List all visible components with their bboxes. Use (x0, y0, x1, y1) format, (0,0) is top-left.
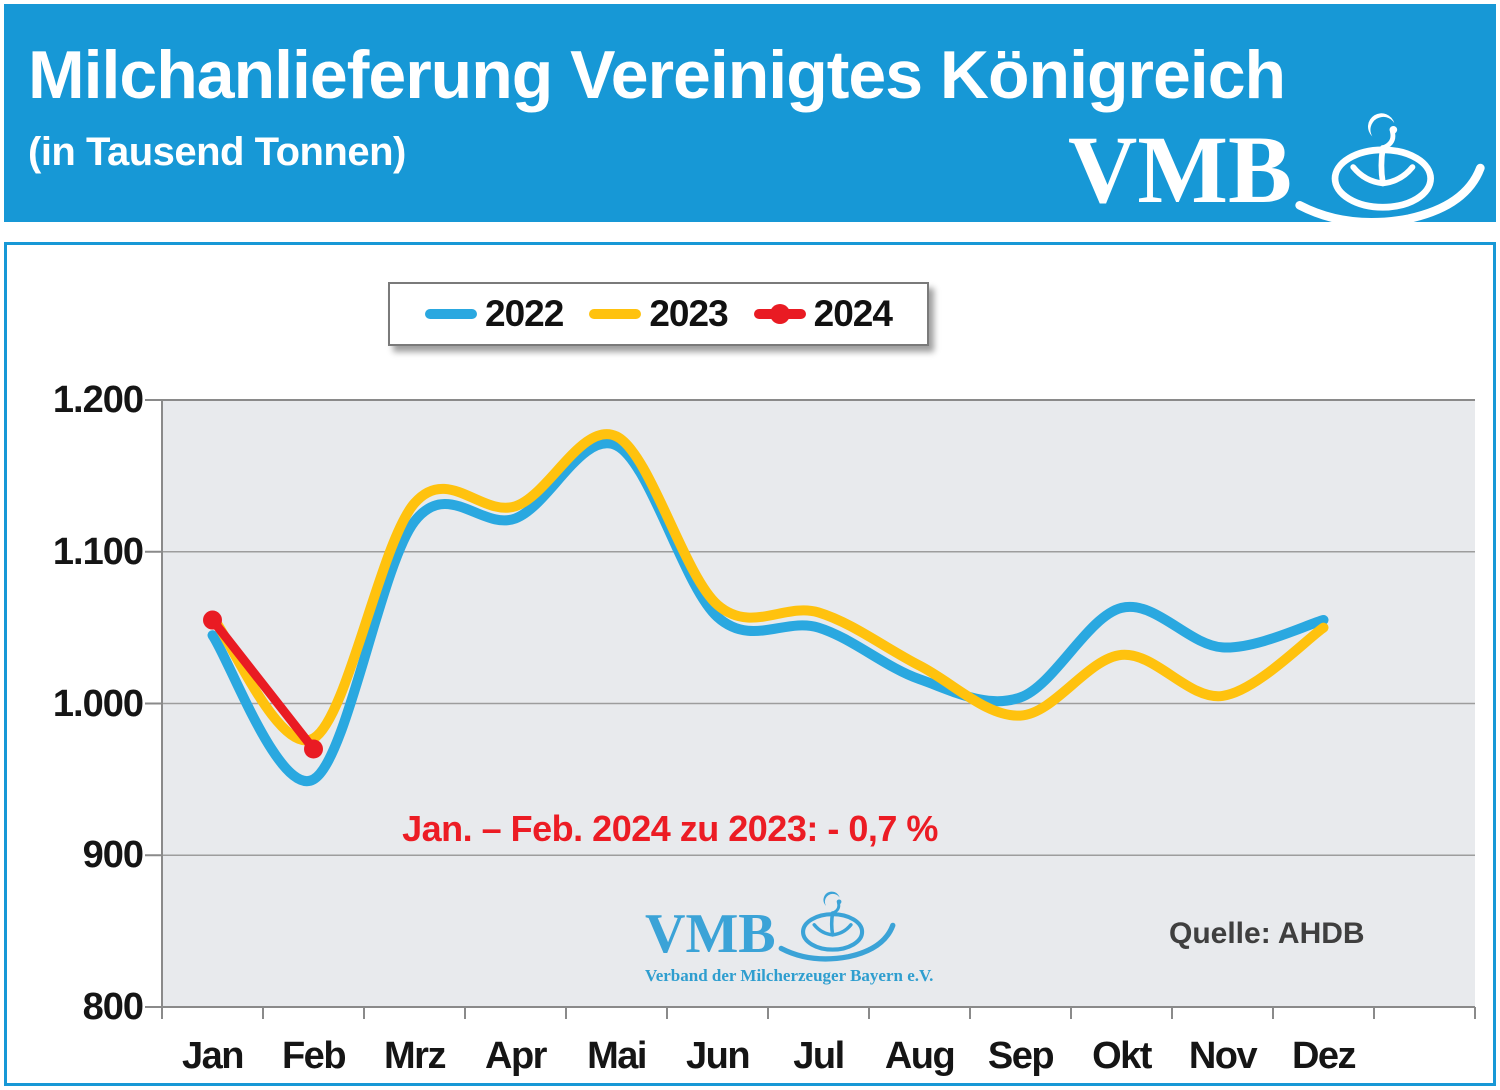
header: Milchanlieferung Vereinigtes Königreich … (4, 4, 1496, 222)
legend-label: 2022 (485, 293, 564, 334)
page-subtitle: (in Tausend Tonnen) (28, 130, 406, 174)
y-tick-label: 900 (82, 834, 144, 877)
vmb-logo-text: VMB (1068, 116, 1292, 222)
legend-item-2023: 2023 (589, 293, 729, 335)
vmb-swirl-icon (776, 890, 898, 962)
legend-swatch-icon (589, 304, 642, 324)
y-tick-label: 800 (82, 986, 144, 1028)
x-tick-label: Jun (685, 1035, 751, 1077)
vmb-watermark-text: VMB (645, 903, 776, 965)
x-tick-label: Dez (1291, 1035, 1357, 1077)
series-marker-2024 (304, 739, 323, 759)
x-tick-label: Jan (182, 1035, 244, 1077)
legend-item-2024: 2024 (753, 293, 893, 335)
vmb-watermark-subtext: Verband der Milcherzeuger Bayern e.V. (645, 966, 934, 985)
x-tick-label: Feb (281, 1035, 347, 1077)
x-tick-label: Apr (485, 1035, 547, 1077)
series-line-2024 (208, 615, 318, 754)
page-title: Milchanlieferung Vereinigtes Königreich (28, 37, 1286, 113)
legend-swatch-icon (425, 304, 478, 324)
legend-item-2022: 2022 (425, 293, 564, 335)
chart-legend: 2022 2023 2024 (388, 282, 929, 346)
legend-swatch-icon (753, 304, 806, 324)
vmb-watermark: VMB Verband der Milcherzeuger Bayern e.V… (645, 890, 945, 986)
series-line-2022 (207, 438, 1329, 787)
chart-panel: 1.200 1.100 1.000 900 800 Jan Feb Mrz Apr Mai Jun… (4, 242, 1496, 1086)
series-marker-2024 (203, 610, 222, 630)
vmb-swirl-icon (1292, 110, 1488, 222)
y-tick-label: 1.100 (52, 530, 144, 573)
x-tick-label: Sep (987, 1035, 1055, 1077)
x-tick-label: Mrz (384, 1035, 446, 1077)
y-tick-label: 1.000 (52, 682, 144, 725)
annotation-text: Jan. – Feb. 2024 zu 2023: - 0,7 % (402, 808, 938, 849)
source-label: Quelle: AHDB (1169, 917, 1365, 950)
legend-label: 2023 (649, 293, 728, 334)
x-tick-label: Nov (1188, 1035, 1258, 1077)
y-tick-label: 1.200 (52, 379, 144, 421)
series-line-2023 (207, 429, 1329, 746)
x-tick-label: Mai (587, 1035, 647, 1077)
line-chart (145, 399, 1476, 1019)
x-tick-label: Jul (793, 1035, 845, 1077)
x-tick-label: Okt (1092, 1035, 1152, 1077)
legend-label: 2024 (813, 293, 893, 334)
x-tick-label: Aug (884, 1035, 956, 1077)
vmb-logo: VMB (1068, 110, 1488, 222)
